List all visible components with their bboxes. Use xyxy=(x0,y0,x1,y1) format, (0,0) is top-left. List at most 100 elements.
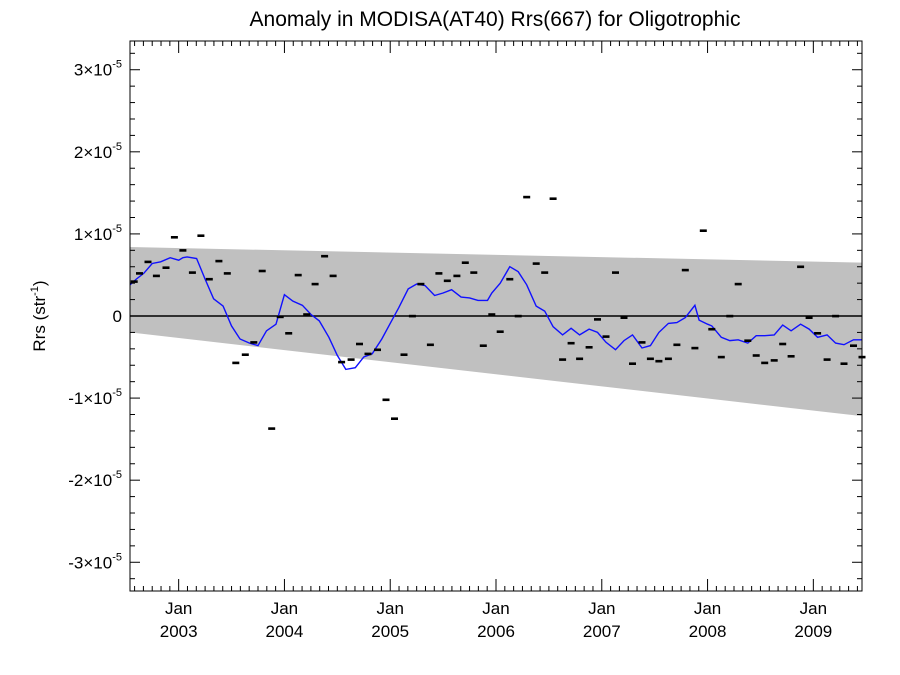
data-point xyxy=(726,314,734,318)
data-point xyxy=(744,339,752,342)
data-point xyxy=(523,195,531,199)
data-point xyxy=(541,271,549,274)
x-tick-year-label: 2008 xyxy=(689,622,727,641)
data-point xyxy=(779,342,787,346)
running-mean-line xyxy=(129,256,862,371)
data-point xyxy=(576,357,584,361)
y-tick-label: -1×10-5 xyxy=(68,387,122,408)
x-tick-month-label: Jan xyxy=(165,599,192,618)
data-point xyxy=(170,236,178,239)
x-tick-year-label: 2007 xyxy=(583,622,621,641)
data-point xyxy=(470,271,478,274)
x-tick-month-label: Jan xyxy=(800,599,827,618)
data-point xyxy=(162,266,170,269)
chart-title: Anomaly in MODISA(AT40) Rrs(667) for Oli… xyxy=(249,8,741,31)
data-point xyxy=(179,249,187,252)
data-point xyxy=(144,260,152,264)
data-point xyxy=(443,279,451,283)
data-point xyxy=(232,361,240,365)
data-point xyxy=(532,262,540,265)
data-point xyxy=(787,355,795,358)
data-point xyxy=(655,359,663,363)
data-point xyxy=(681,268,689,272)
data-point xyxy=(814,332,822,335)
data-point xyxy=(258,269,266,273)
y-tick-label: -3×10-5 xyxy=(68,551,122,572)
data-point xyxy=(461,261,469,264)
data-point xyxy=(646,357,654,361)
data-point xyxy=(435,272,443,275)
y-tick-label: 0 xyxy=(113,307,122,326)
data-point xyxy=(215,259,223,263)
x-tick-month-label: Jan xyxy=(482,599,509,618)
y-tick-label: 2×10-5 xyxy=(74,141,122,162)
data-point xyxy=(321,254,329,258)
data-point xyxy=(496,330,504,333)
data-point xyxy=(205,277,213,281)
data-point xyxy=(761,361,769,365)
data-point xyxy=(832,314,840,318)
data-point xyxy=(364,352,372,356)
x-tick-year-label: 2003 xyxy=(160,622,198,641)
data-point xyxy=(479,344,487,347)
data-point xyxy=(382,398,390,402)
data-point xyxy=(629,362,636,365)
data-point xyxy=(805,316,813,319)
data-point xyxy=(823,358,831,361)
x-tick-year-label: 2004 xyxy=(266,622,304,641)
data-point xyxy=(594,318,601,321)
data-point xyxy=(708,327,716,331)
y-tick-label: 3×10-5 xyxy=(74,59,122,80)
x-tick-year-label: 2009 xyxy=(794,622,832,641)
data-point xyxy=(673,343,681,347)
data-point xyxy=(391,417,398,420)
data-point xyxy=(453,274,461,278)
data-point xyxy=(638,341,646,344)
data-point xyxy=(250,341,258,344)
data-point xyxy=(188,271,196,274)
data-point xyxy=(136,272,143,275)
data-point xyxy=(699,229,707,232)
data-point xyxy=(152,274,160,278)
data-point xyxy=(426,343,434,347)
data-point xyxy=(374,348,381,352)
data-point xyxy=(717,355,725,359)
x-tick-month-label: Jan xyxy=(271,599,298,618)
data-point xyxy=(488,313,496,316)
data-point xyxy=(356,342,363,346)
data-point xyxy=(347,358,355,361)
data-point xyxy=(417,282,425,286)
x-tick-month-label: Jan xyxy=(588,599,615,618)
x-tick-year-label: 2005 xyxy=(371,622,409,641)
data-point xyxy=(549,197,557,200)
data-point xyxy=(567,341,575,345)
data-point xyxy=(285,332,293,335)
data-point xyxy=(752,354,760,357)
data-point xyxy=(850,344,857,347)
y-tick-label: 1×10-5 xyxy=(74,223,122,244)
data-point xyxy=(612,271,619,274)
data-point xyxy=(268,427,276,430)
data-point xyxy=(400,353,408,356)
data-point xyxy=(506,277,514,281)
data-point xyxy=(241,353,249,356)
data-point xyxy=(585,346,593,349)
data-point xyxy=(559,358,567,361)
data-point xyxy=(130,280,138,283)
data-point xyxy=(620,316,628,319)
data-point xyxy=(303,313,311,316)
data-point xyxy=(408,314,416,318)
data-point xyxy=(770,359,778,362)
y-axis-label: Rrs (str-1) xyxy=(29,280,49,351)
x-tick-year-label: 2006 xyxy=(477,622,515,641)
data-point xyxy=(276,315,284,319)
y-tick-label: -2×10-5 xyxy=(68,469,122,490)
data-point xyxy=(691,346,699,350)
data-point xyxy=(311,282,319,286)
data-point xyxy=(514,314,522,318)
data-point xyxy=(734,282,742,286)
data-point xyxy=(602,335,610,338)
data-point xyxy=(840,362,848,365)
confidence-band xyxy=(130,247,862,417)
